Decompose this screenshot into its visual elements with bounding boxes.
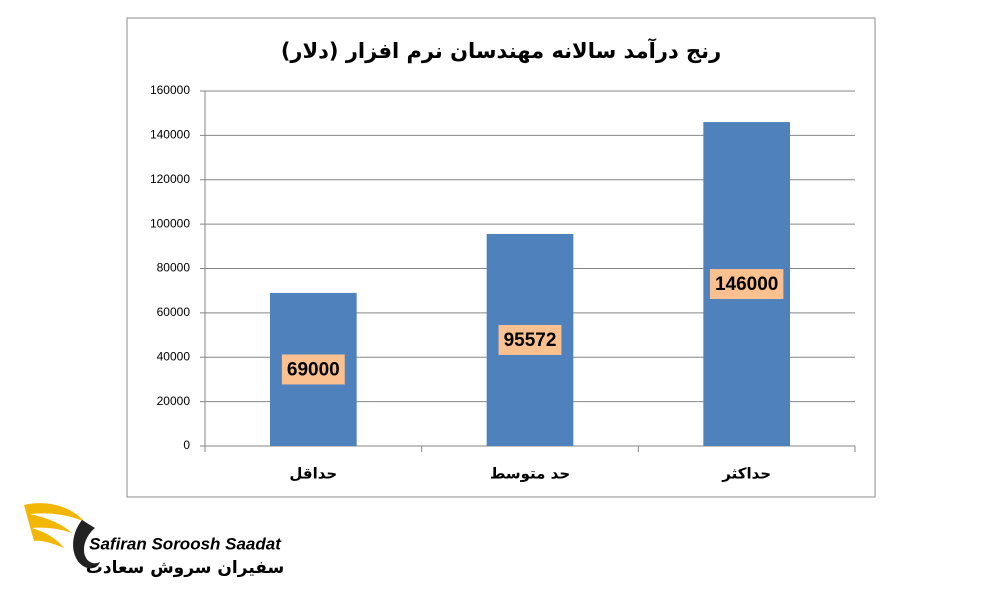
x-tick-label: حداقل	[289, 465, 337, 483]
x-tick-label: حداکثر	[721, 465, 771, 483]
y-tick-label: 160000	[150, 83, 190, 97]
chart-title: رنج درآمد سالانه مهندسان نرم افزار (دلار…	[281, 38, 721, 63]
y-tick-label: 100000	[150, 216, 190, 230]
y-tick-label: 20000	[157, 394, 191, 408]
logo-wing	[24, 503, 85, 548]
logo-bird	[73, 520, 100, 569]
value-label-box	[281, 354, 345, 385]
value-label-box	[498, 324, 562, 355]
value-label: 146000	[715, 274, 778, 295]
y-tick-label: 140000	[150, 128, 190, 142]
value-label: 69000	[287, 359, 340, 380]
y-tick-label: 80000	[157, 261, 191, 275]
logo-name-fa: سفیران سروش سعادت	[86, 558, 284, 578]
y-tick-label: 120000	[150, 172, 190, 186]
x-tick-label: حد متوسط	[490, 465, 570, 483]
value-label-box	[709, 269, 784, 300]
logo: Safiran Soroosh Saadat سفیران سروش سعادت	[24, 503, 284, 578]
logo-name: Safiran Soroosh Saadat	[89, 534, 282, 553]
y-tick-label: 40000	[157, 349, 191, 363]
value-label: 95572	[504, 330, 557, 351]
y-tick-label: 60000	[157, 305, 191, 319]
y-tick-label: 0	[183, 438, 190, 452]
